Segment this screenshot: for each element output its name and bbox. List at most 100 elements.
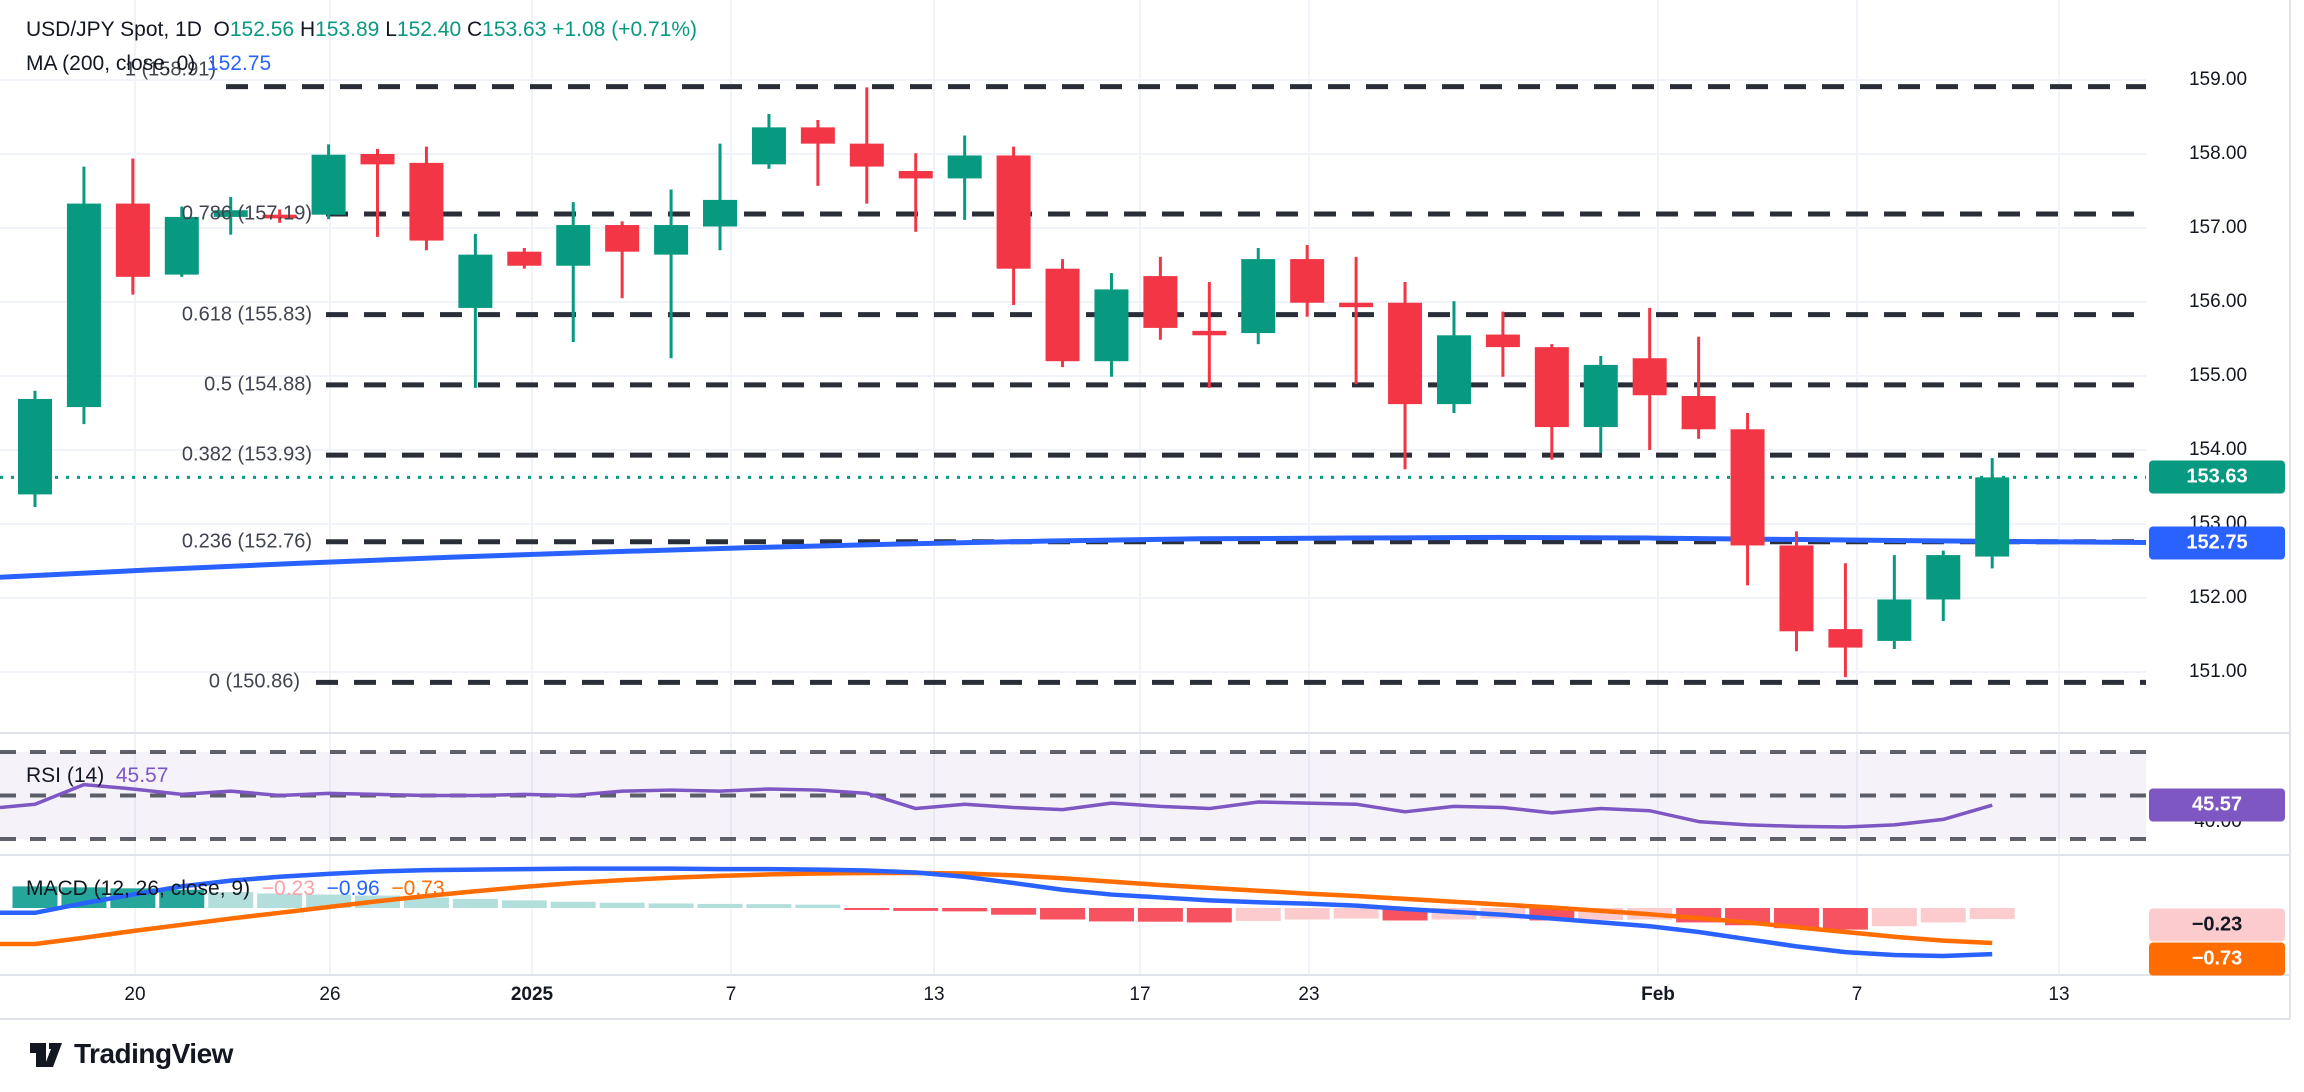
macd-line: [0, 866, 1993, 959]
candle-body: [556, 225, 591, 266]
time-axis-tick: 2025: [510, 984, 554, 1005]
candle-body: [1094, 289, 1129, 362]
macd-histogram-bar: [942, 908, 988, 912]
candle-body: [1436, 335, 1471, 405]
fib-level-label: 0.236 (152.76): [181, 530, 312, 553]
macd-histogram-bar: [1235, 908, 1281, 921]
open-label: O: [213, 18, 230, 41]
candle-body: [1632, 358, 1667, 396]
tradingview-logo-icon: [30, 1043, 62, 1067]
candle-body: [311, 154, 346, 215]
macd-histogram-bar: [1284, 908, 1330, 920]
candle-body: [1388, 302, 1423, 405]
macd-histogram-bar: [1137, 908, 1183, 922]
macd-histogram-bar: [1920, 908, 1966, 923]
macd-line-value: −0.96: [326, 877, 380, 900]
fib-level-label: 1 (158.91): [124, 58, 216, 81]
price-axis-tick: 158.00: [2188, 143, 2248, 164]
candle-body: [1290, 259, 1325, 303]
high-value: 153.89: [315, 18, 380, 41]
high-label: H: [299, 18, 316, 41]
candle-body: [996, 155, 1031, 269]
candle-body: [213, 210, 248, 217]
candle-body: [1730, 429, 1765, 546]
candle-body: [409, 162, 444, 241]
price-axis-tick: 152.00: [2188, 587, 2248, 608]
candle-body: [1681, 395, 1716, 430]
change-value: +1.08 (+0.71%): [552, 18, 697, 41]
macd-histogram-bar: [1040, 908, 1086, 920]
low-label: L: [385, 18, 397, 41]
time-axis-tick: 13: [923, 984, 945, 1005]
candle-body: [751, 127, 786, 165]
close-label: C: [466, 18, 483, 41]
time-axis-tick: 7: [1851, 984, 1863, 1005]
candle-body: [1485, 334, 1520, 348]
macd-histogram-bar: [599, 902, 645, 908]
candle-body: [1241, 259, 1276, 334]
candle-body: [1926, 555, 1961, 600]
candle-body: [1583, 364, 1618, 428]
macd-histogram-bar: [746, 904, 792, 908]
fib-level-label: 0.618 (155.83): [181, 303, 312, 326]
fib-level-label: 0 (150.86): [208, 670, 300, 693]
macd-histogram-bar: [844, 908, 890, 910]
fib-level-label: 0.5 (154.88): [204, 373, 312, 396]
rsi-label: RSI (14): [26, 764, 105, 787]
tradingview-logo[interactable]: TradingView: [28, 1036, 233, 1072]
macd-legend[interactable]: MACD (12, 26, close, 9) −0.23 −0.96 −0.7…: [26, 877, 445, 901]
time-axis-tick: 20: [124, 984, 146, 1005]
ma-legend[interactable]: MA (200, close, 0) 152.75: [26, 52, 271, 76]
candle-body: [605, 225, 640, 252]
open-value: 152.56: [229, 18, 295, 41]
price-axis-tick: 151.00: [2188, 661, 2248, 682]
candle-body: [360, 154, 395, 165]
candle-body: [1828, 629, 1863, 648]
macd-hist-badge: −0.23: [2149, 908, 2285, 942]
macd-histogram-bar: [501, 900, 547, 908]
candle-body: [1534, 347, 1569, 428]
candle-body: [1975, 477, 2010, 557]
candle-body: [849, 143, 884, 167]
macd-histogram-bar: [1969, 908, 2015, 920]
tradingview-logo-text: TradingView: [74, 1038, 233, 1069]
last-price-badge: 153.63: [2149, 460, 2285, 494]
macd-histogram-bar: [1333, 908, 1379, 919]
candle-body: [1045, 268, 1080, 362]
macd-histogram-bar: [208, 892, 254, 908]
macd-histogram-bar: [452, 898, 498, 908]
rsi-legend[interactable]: RSI (14) 45.57: [26, 764, 168, 788]
low-value: 152.40: [396, 18, 462, 41]
candle-body: [800, 127, 835, 144]
fib-level-label: 0.382 (153.93): [181, 443, 312, 466]
candle-body: [115, 203, 150, 277]
rsi-value: 45.57: [115, 764, 169, 787]
candle-body: [1143, 276, 1178, 328]
macd-histogram-bar: [1773, 908, 1819, 929]
candle-body: [1192, 330, 1227, 336]
macd-signal-badge: −0.73: [2149, 942, 2285, 976]
macd-histogram-bar: [403, 897, 449, 908]
time-axis-tick: 7: [725, 984, 737, 1005]
candle-body: [654, 225, 689, 255]
candle-body: [66, 203, 101, 408]
macd-histogram-bar: [12, 886, 58, 908]
price-axis-tick: 154.00: [2188, 439, 2248, 460]
macd-signal-line: [0, 870, 1993, 947]
symbol-legend[interactable]: USD/JPY Spot, 1D O152.56 H153.89 L152.40…: [26, 18, 697, 42]
macd-histogram-bar: [893, 908, 939, 911]
candle-body: [703, 199, 738, 227]
candle-body: [1877, 599, 1912, 641]
close-value: 153.63: [482, 18, 547, 41]
time-axis-tick: 17: [1129, 984, 1151, 1005]
candle-body: [898, 171, 933, 179]
time-axis-tick: 13: [2048, 984, 2070, 1005]
macd-signal-value: −0.73: [391, 877, 445, 900]
time-axis-tick: 23: [1298, 984, 1320, 1005]
candle-body: [458, 254, 493, 308]
macd-histogram-bar: [550, 901, 596, 908]
macd-histogram-bar: [795, 904, 841, 908]
price-axis-tick: 157.00: [2188, 217, 2248, 238]
